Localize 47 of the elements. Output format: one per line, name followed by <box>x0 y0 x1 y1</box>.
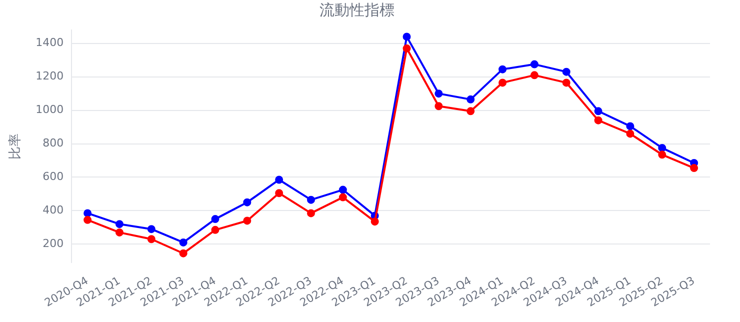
point <box>115 228 124 236</box>
point <box>434 90 443 98</box>
point <box>370 218 379 226</box>
point <box>211 226 220 234</box>
point <box>466 95 475 104</box>
y-tick-label: 1200 <box>36 70 64 83</box>
point <box>243 216 252 225</box>
point <box>306 209 315 218</box>
point <box>179 249 188 258</box>
point <box>402 32 411 41</box>
point <box>690 164 698 172</box>
point <box>626 130 634 138</box>
chart-title: 流動性指標 <box>320 0 394 19</box>
point <box>402 44 411 52</box>
point <box>115 220 124 228</box>
y-tick-label: 200 <box>42 237 64 250</box>
point <box>466 107 475 116</box>
point <box>562 68 570 76</box>
y-tick-label: 1000 <box>36 103 64 116</box>
point <box>243 198 252 206</box>
point <box>147 235 156 244</box>
point <box>84 209 92 218</box>
point <box>434 102 443 110</box>
point <box>562 78 570 87</box>
point <box>84 216 92 224</box>
point <box>530 71 538 80</box>
point <box>179 238 188 246</box>
point <box>338 186 347 194</box>
y-tick-label: 1400 <box>36 36 64 50</box>
y-axis-title: 比率 <box>7 133 24 160</box>
point <box>594 107 602 116</box>
point <box>306 196 315 204</box>
point <box>530 60 538 68</box>
point <box>338 193 347 202</box>
point <box>147 225 156 234</box>
point <box>211 215 220 224</box>
point <box>275 176 284 184</box>
y-tick-label: 600 <box>42 170 64 184</box>
point <box>594 116 602 124</box>
point <box>626 122 634 130</box>
point <box>498 78 507 87</box>
y-tick-label: 400 <box>42 204 64 217</box>
point <box>275 189 284 198</box>
point <box>658 144 666 152</box>
point <box>498 65 507 74</box>
y-tick-label: 800 <box>42 136 64 150</box>
point <box>658 150 666 159</box>
